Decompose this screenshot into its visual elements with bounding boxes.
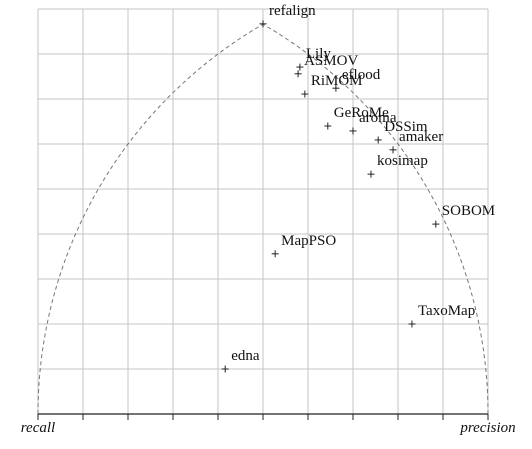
- point-label: MapPSO: [281, 233, 336, 249]
- point-label: aroma: [359, 110, 397, 126]
- point: [408, 320, 416, 328]
- point: [294, 70, 302, 78]
- point: [296, 63, 304, 71]
- point-label: eflood: [342, 67, 381, 83]
- point-label: Lily: [306, 46, 331, 62]
- x-axis-label: recall: [21, 420, 55, 436]
- point: [432, 220, 440, 228]
- point-label: DSSim: [384, 119, 428, 135]
- x2-axis-label: precision: [459, 420, 515, 436]
- point: [301, 90, 309, 98]
- point: [332, 84, 340, 92]
- point: [367, 170, 375, 178]
- point-label: RiMOM: [311, 73, 363, 89]
- point: [374, 136, 382, 144]
- point: [259, 20, 267, 28]
- point: [271, 250, 279, 258]
- point: [221, 365, 229, 373]
- point-label: edna: [231, 348, 260, 364]
- point-label: ASMOV: [304, 53, 358, 69]
- point: [324, 122, 332, 130]
- point-label: refalign: [269, 3, 316, 19]
- point: [349, 127, 357, 135]
- recall-arc: [37, 23, 264, 415]
- point-label: SOBOM: [442, 203, 495, 219]
- point-label: kosimap: [377, 153, 428, 169]
- point-label: GeRoMe: [334, 105, 389, 121]
- point-label: TaxoMap: [418, 303, 475, 319]
- point-label: amaker: [399, 129, 443, 145]
- precision-arc: [262, 23, 489, 415]
- point: [389, 146, 397, 154]
